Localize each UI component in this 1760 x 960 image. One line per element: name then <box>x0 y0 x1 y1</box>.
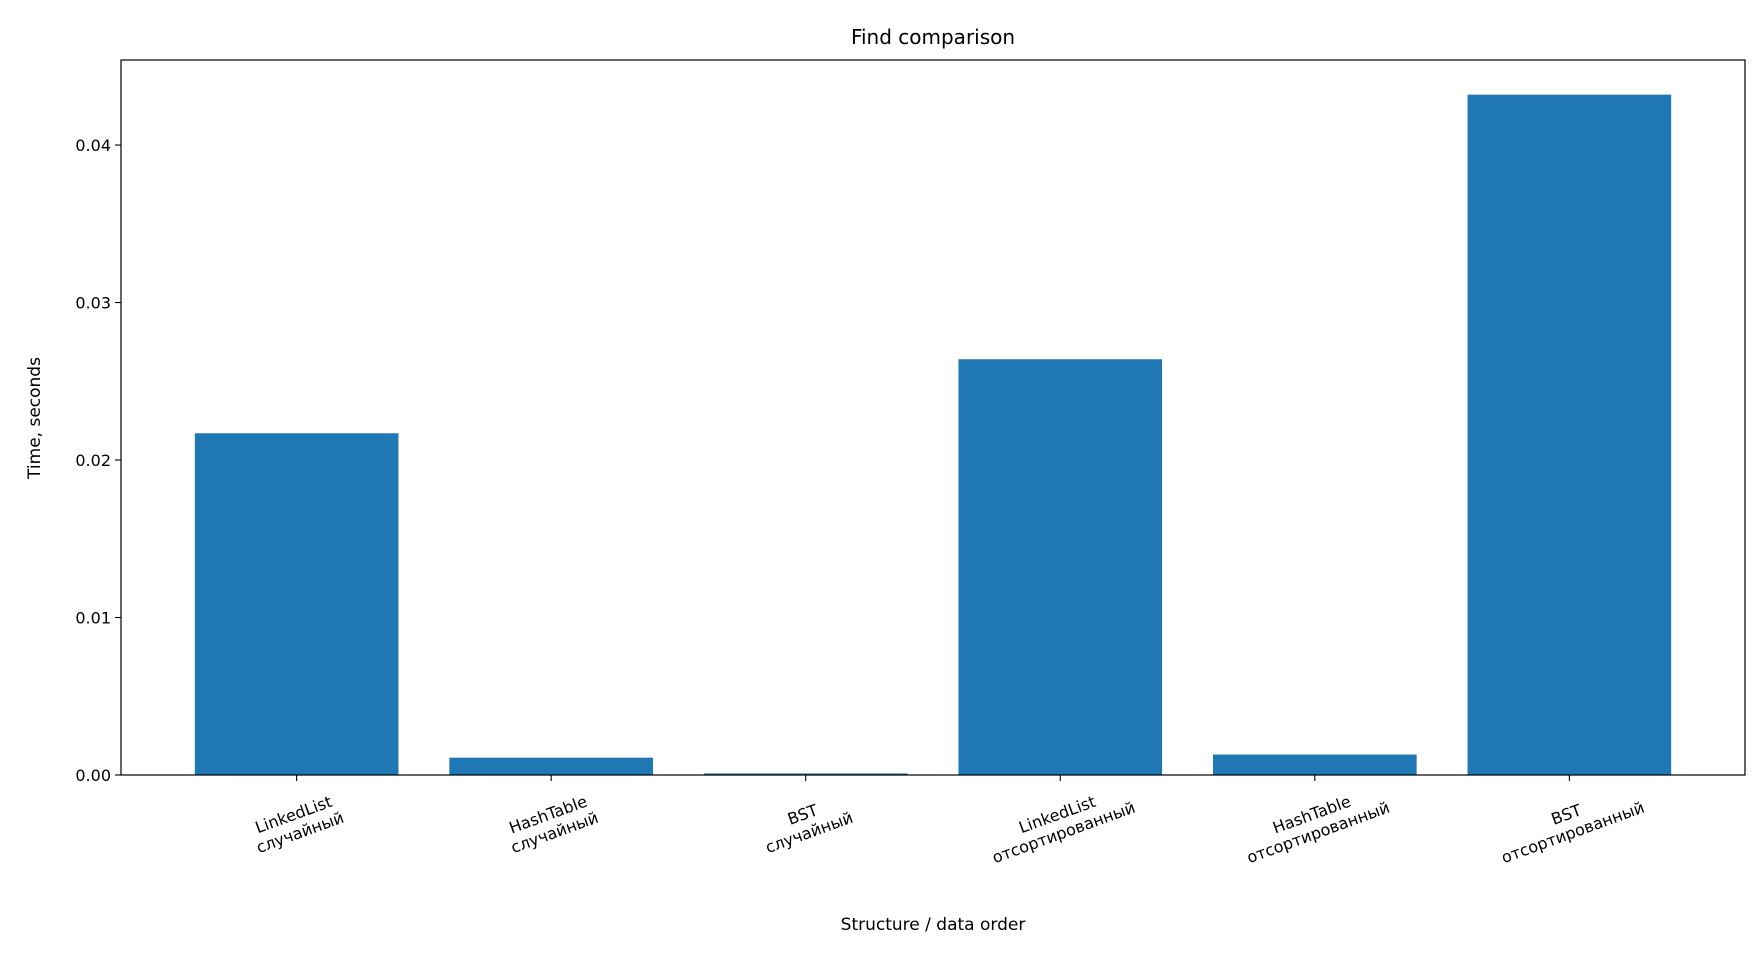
x-axis-label: Structure / data order <box>841 915 1026 935</box>
bar <box>703 773 908 775</box>
y-tick-label: 0.01 <box>75 609 111 628</box>
y-tick-label: 0.00 <box>75 766 111 785</box>
bar <box>194 433 399 775</box>
bar <box>1213 754 1417 775</box>
y-tick-label: 0.03 <box>75 294 111 313</box>
bar <box>1467 94 1672 775</box>
bar <box>449 757 653 775</box>
chart-title: Find comparison <box>851 25 1015 49</box>
bar <box>958 359 1163 775</box>
plot-frame <box>120 59 1746 776</box>
y-tick-label: 0.04 <box>75 136 111 155</box>
y-axis-label: Time, seconds <box>25 357 45 480</box>
y-tick-label: 0.02 <box>75 451 111 470</box>
